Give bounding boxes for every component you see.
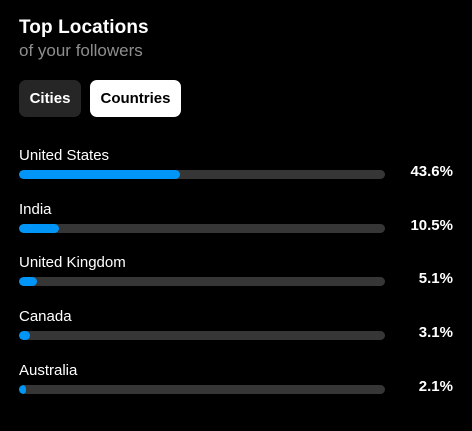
location-percent: 43.6%: [410, 163, 453, 180]
location-name: India: [19, 201, 52, 218]
location-percent: 10.5%: [410, 217, 453, 234]
location-name: Canada: [19, 308, 72, 325]
progress-track: [19, 277, 385, 286]
location-row-canada: Canada 3.1%: [19, 308, 453, 348]
tab-countries[interactable]: Countries: [90, 80, 181, 117]
page-title: Top Locations: [19, 17, 149, 38]
location-percent: 5.1%: [418, 270, 453, 287]
location-row-united-states: United States 43.6%: [19, 147, 453, 187]
location-name: United Kingdom: [19, 254, 126, 271]
progress-track: [19, 224, 385, 233]
location-percent: 3.1%: [418, 324, 453, 341]
progress-fill: [19, 331, 30, 340]
location-name: Australia: [19, 362, 78, 379]
progress-fill: [19, 224, 60, 233]
progress-fill: [19, 385, 27, 394]
location-name: United States: [19, 147, 110, 164]
progress-fill: [19, 277, 38, 286]
location-row-united-kingdom: United Kingdom 5.1%: [19, 254, 453, 294]
page-subtitle: of your followers: [19, 41, 143, 60]
location-row-india: India 10.5%: [19, 201, 453, 241]
progress-track: [19, 385, 385, 394]
progress-fill: [19, 170, 181, 179]
location-row-australia: Australia 2.1%: [19, 362, 453, 402]
progress-track: [19, 170, 385, 179]
location-percent: 2.1%: [418, 378, 453, 395]
progress-track: [19, 331, 385, 340]
tab-cities[interactable]: Cities: [19, 80, 81, 117]
